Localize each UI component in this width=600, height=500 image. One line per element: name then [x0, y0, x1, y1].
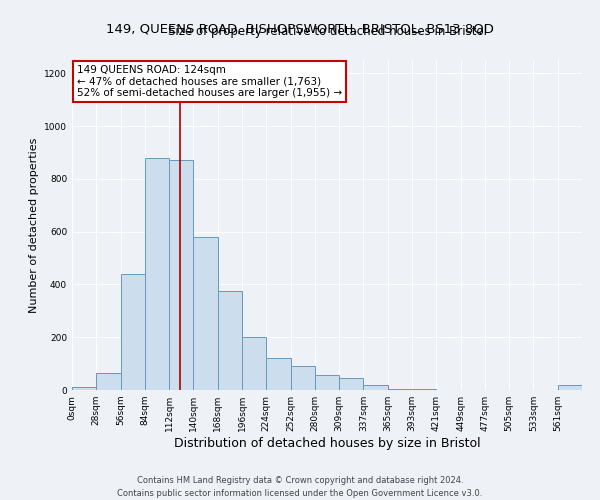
Title: Size of property relative to detached houses in Bristol: Size of property relative to detached ho… — [167, 25, 487, 38]
Bar — [266, 358, 290, 390]
Text: 149, QUEENS ROAD, BISHOPSWORTH, BRISTOL, BS13 8QD: 149, QUEENS ROAD, BISHOPSWORTH, BRISTOL,… — [106, 22, 494, 36]
Bar — [558, 385, 582, 390]
Text: 149 QUEENS ROAD: 124sqm
← 47% of detached houses are smaller (1,763)
52% of semi: 149 QUEENS ROAD: 124sqm ← 47% of detache… — [77, 65, 342, 98]
Bar — [193, 237, 218, 390]
Bar — [339, 378, 364, 390]
Bar — [315, 376, 339, 390]
X-axis label: Distribution of detached houses by size in Bristol: Distribution of detached houses by size … — [173, 437, 481, 450]
Bar — [388, 388, 412, 390]
Bar — [96, 373, 121, 390]
Bar — [218, 291, 242, 390]
Bar — [121, 274, 145, 390]
Bar — [290, 366, 315, 390]
Y-axis label: Number of detached properties: Number of detached properties — [29, 138, 38, 312]
Text: Contains HM Land Registry data © Crown copyright and database right 2024.
Contai: Contains HM Land Registry data © Crown c… — [118, 476, 482, 498]
Bar — [72, 388, 96, 390]
Bar — [145, 158, 169, 390]
Bar — [242, 337, 266, 390]
Bar — [169, 160, 193, 390]
Bar — [412, 389, 436, 390]
Bar — [364, 385, 388, 390]
